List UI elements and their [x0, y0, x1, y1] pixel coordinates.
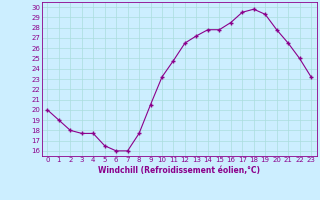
X-axis label: Windchill (Refroidissement éolien,°C): Windchill (Refroidissement éolien,°C) — [98, 166, 260, 175]
